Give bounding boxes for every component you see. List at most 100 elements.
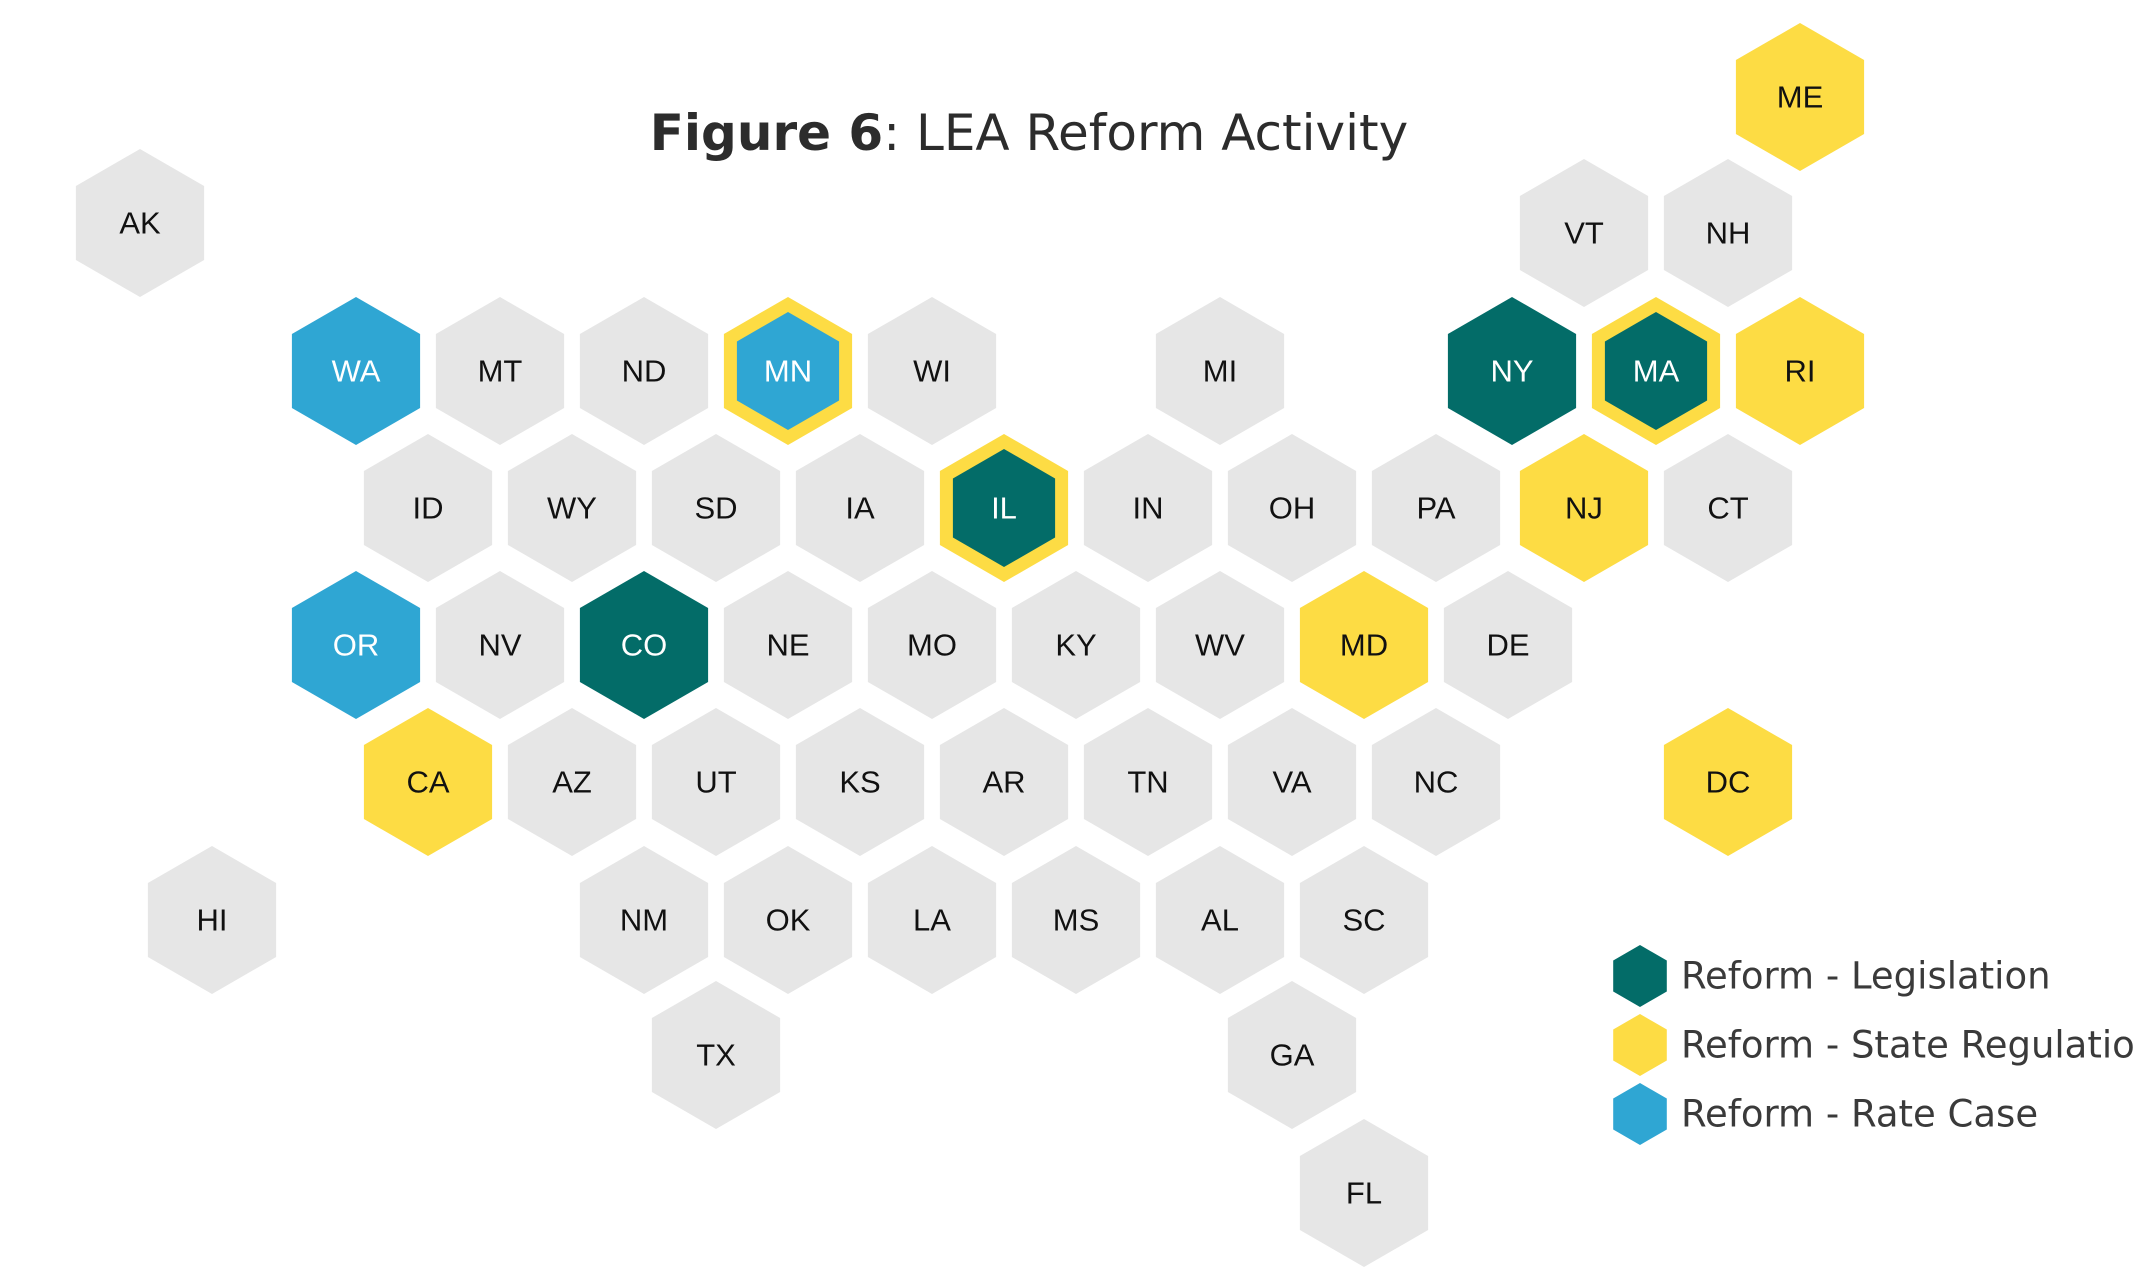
state-label-wy: WY	[547, 491, 597, 526]
state-hex-shape-vt	[1519, 159, 1649, 307]
state-label-ok: OK	[766, 903, 811, 938]
state-hex-ny: NY	[1447, 297, 1577, 445]
state-hex-nm: NM	[579, 846, 709, 994]
state-hex-shape-nv	[435, 571, 565, 719]
state-label-ga: GA	[1270, 1038, 1315, 1073]
state-hex-sc: SC	[1299, 846, 1429, 994]
state-hex-pa: PA	[1371, 434, 1501, 582]
state-hex-nd: ND	[579, 297, 709, 445]
state-hex-ca: CA	[363, 708, 493, 856]
state-hex-ok: OK	[723, 846, 853, 994]
figure-title-rest: : LEA Reform Activity	[883, 104, 1408, 162]
state-hex-wi: WI	[867, 297, 997, 445]
state-hex-shape-dc	[1663, 708, 1793, 856]
state-label-me: ME	[1777, 80, 1824, 115]
state-hex-co: CO	[579, 571, 709, 719]
state-label-mo: MO	[907, 628, 957, 663]
state-hex-ri: RI	[1735, 297, 1865, 445]
state-hex-mt: MT	[435, 297, 565, 445]
state-hexes: ME AK VT NH WA MT ND MN WI MI NY MA RI ID WY SD IA IL IN OH…	[75, 23, 1865, 1267]
state-hex-nj: NJ	[1519, 434, 1649, 582]
state-label-va: VA	[1272, 765, 1311, 800]
state-hex-vt: VT	[1519, 159, 1649, 307]
state-hex-mo: MO	[867, 571, 997, 719]
state-hex-oh: OH	[1227, 434, 1357, 582]
state-hex-shape-wi	[867, 297, 997, 445]
state-label-il: IL	[991, 491, 1017, 526]
state-hex-al: AL	[1155, 846, 1285, 994]
state-hex-shape-id	[363, 434, 493, 582]
state-hex-shape-oh	[1227, 434, 1357, 582]
state-label-de: DE	[1486, 628, 1529, 663]
state-hex-shape-ia	[795, 434, 925, 582]
state-hex-ga: GA	[1227, 981, 1357, 1129]
state-label-nh: NH	[1706, 216, 1751, 251]
state-hex-shape-ar	[939, 708, 1069, 856]
state-label-la: LA	[913, 903, 951, 938]
state-hex-tn: TN	[1083, 708, 1213, 856]
state-hex-shape-wa	[291, 297, 421, 445]
state-label-ny: NY	[1490, 354, 1533, 389]
state-hex-shape-mi	[1155, 297, 1285, 445]
state-label-oh: OH	[1269, 491, 1316, 526]
state-hex-in: IN	[1083, 434, 1213, 582]
state-hex-shape-ky	[1011, 571, 1141, 719]
state-hex-shape-mt	[435, 297, 565, 445]
state-label-ak: AK	[119, 206, 161, 241]
state-hex-shape-sc	[1299, 846, 1429, 994]
state-hex-sd: SD	[651, 434, 781, 582]
state-hex-shape-ut	[651, 708, 781, 856]
state-hex-shape-az	[507, 708, 637, 856]
state-hex-mi: MI	[1155, 297, 1285, 445]
state-label-ky: KY	[1055, 628, 1096, 663]
legend-item-regulation: Reform - State Regulation	[1613, 1014, 2134, 1076]
state-hex-ks: KS	[795, 708, 925, 856]
legend-swatch-rate-case	[1613, 1083, 1667, 1145]
state-label-hi: HI	[197, 903, 228, 938]
state-hex-il: IL	[939, 434, 1069, 582]
state-hex-nh: NH	[1663, 159, 1793, 307]
state-hex-shape-nm	[579, 846, 709, 994]
state-label-dc: DC	[1706, 765, 1751, 800]
state-hex-tx: TX	[651, 981, 781, 1129]
state-hex-id: ID	[363, 434, 493, 582]
state-hex-ky: KY	[1011, 571, 1141, 719]
state-hex-shape-al	[1155, 846, 1285, 994]
state-hex-de: DE	[1443, 571, 1573, 719]
state-label-ia: IA	[845, 491, 875, 526]
state-hex-shape-ak	[75, 149, 205, 297]
state-label-tn: TN	[1127, 765, 1168, 800]
state-hex-nc: NC	[1371, 708, 1501, 856]
state-hex-inner-mn	[736, 312, 840, 430]
state-hex-shape-nc	[1371, 708, 1501, 856]
state-label-ar: AR	[982, 765, 1025, 800]
state-hex-shape-nh	[1663, 159, 1793, 307]
state-hex-la: LA	[867, 846, 997, 994]
state-hex-shape-hi	[147, 846, 277, 994]
state-hex-shape-wy	[507, 434, 637, 582]
state-label-md: MD	[1340, 628, 1388, 663]
state-hex-ar: AR	[939, 708, 1069, 856]
state-hex-wv: WV	[1155, 571, 1285, 719]
state-label-fl: FL	[1346, 1176, 1382, 1211]
state-label-ks: KS	[839, 765, 880, 800]
state-label-co: CO	[621, 628, 668, 663]
state-hex-shape-or	[291, 571, 421, 719]
state-hex-shape-sd	[651, 434, 781, 582]
state-label-wi: WI	[913, 354, 951, 389]
state-hex-shape-de	[1443, 571, 1573, 719]
state-label-nm: NM	[620, 903, 668, 938]
state-hex-shape-va	[1227, 708, 1357, 856]
state-hex-va: VA	[1227, 708, 1357, 856]
figure-title-bold: Figure 6	[650, 104, 883, 162]
state-label-wv: WV	[1195, 628, 1245, 663]
state-hex-shape-pa	[1371, 434, 1501, 582]
state-hex-dc: DC	[1663, 708, 1793, 856]
state-label-sd: SD	[694, 491, 737, 526]
state-hex-shape-tx	[651, 981, 781, 1129]
state-label-in: IN	[1133, 491, 1164, 526]
state-hex-shape-ct	[1663, 434, 1793, 582]
state-hex-ia: IA	[795, 434, 925, 582]
state-label-az: AZ	[552, 765, 592, 800]
